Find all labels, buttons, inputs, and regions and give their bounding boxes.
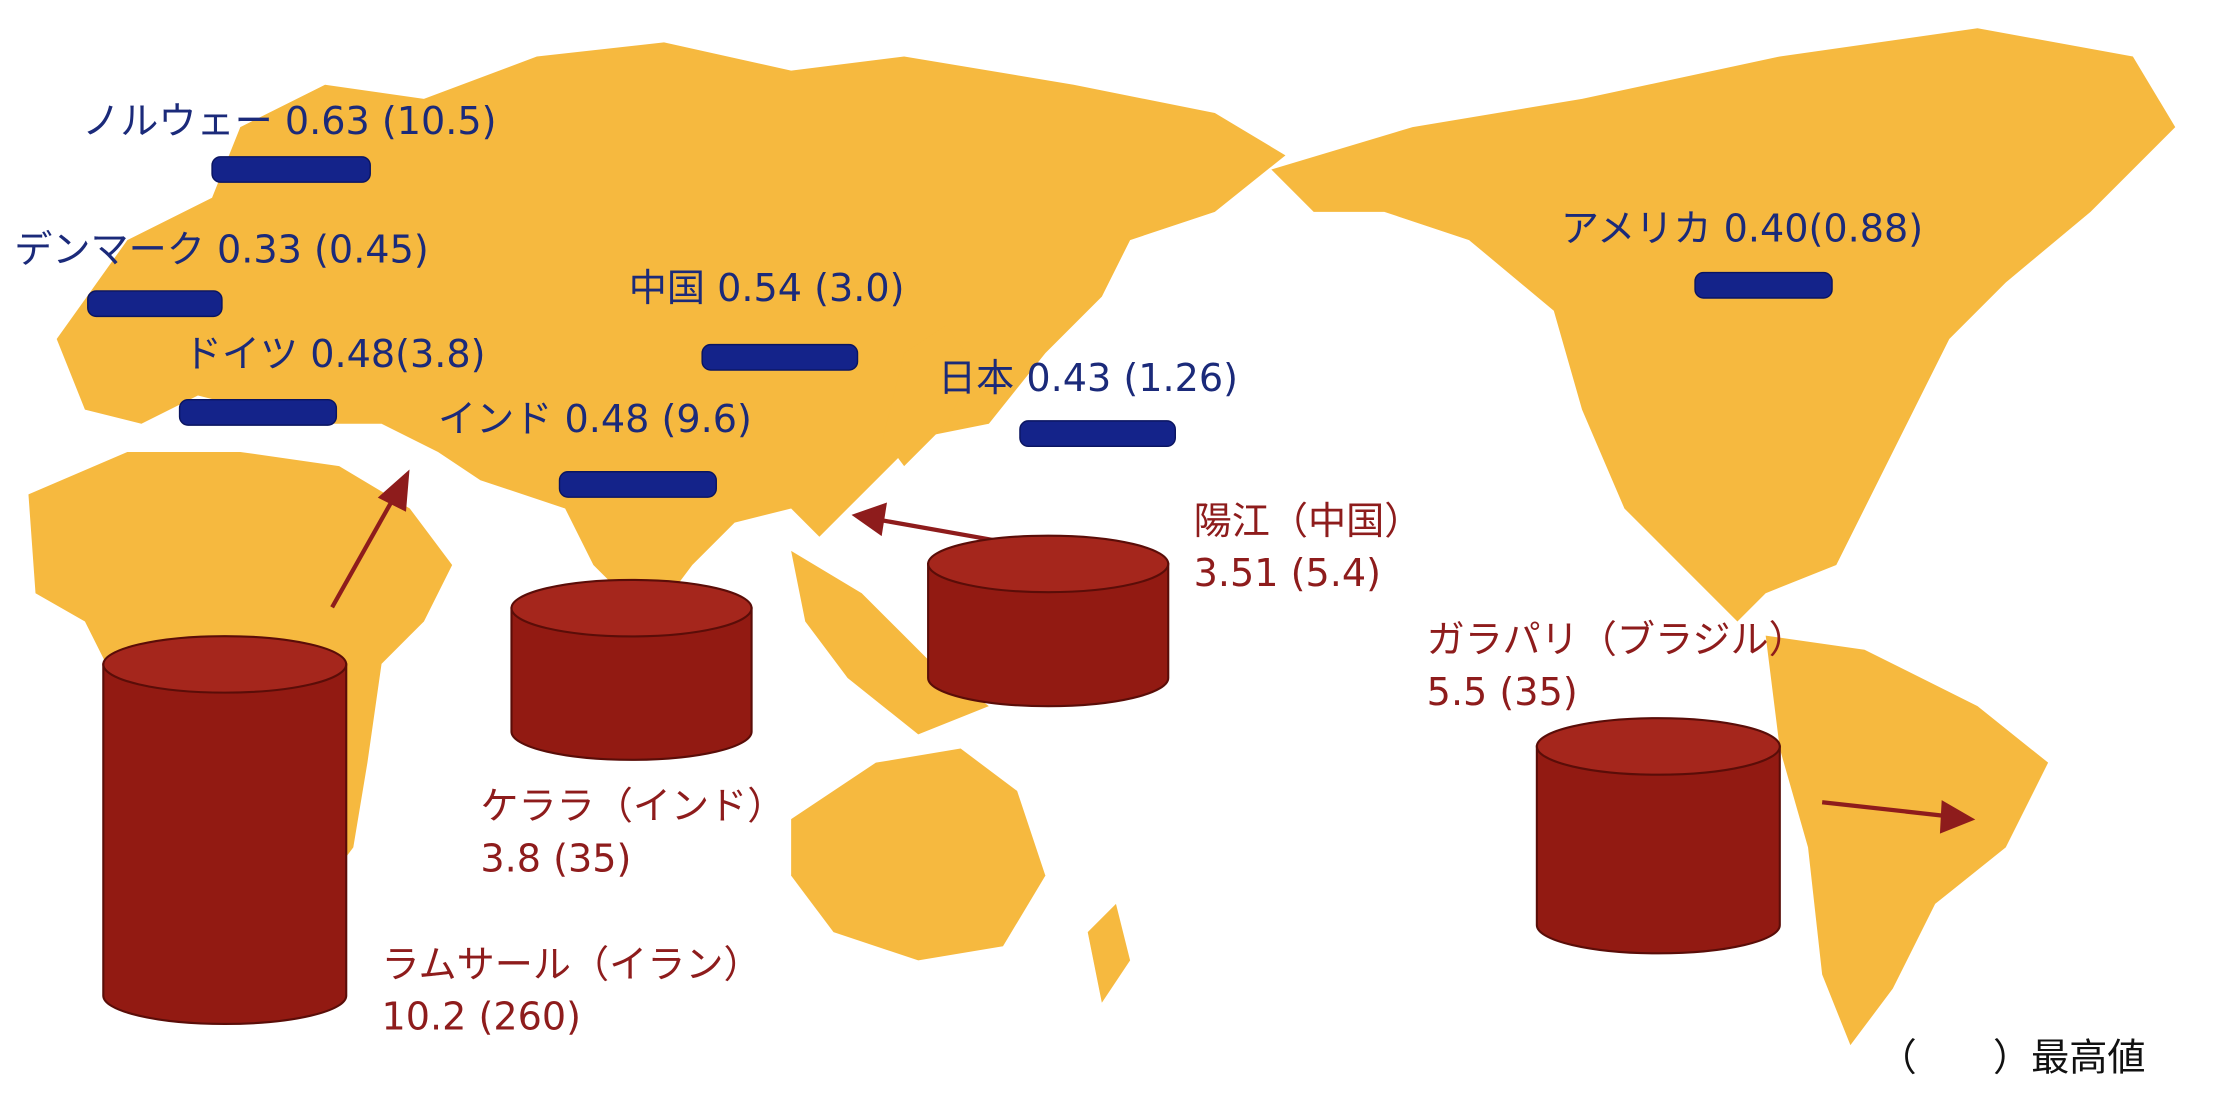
site-bar [87, 290, 223, 318]
south-america [1765, 635, 2049, 1046]
site-bar [1694, 271, 1833, 299]
new-zealand [1087, 903, 1131, 1003]
site-bar [211, 156, 371, 183]
arrow-head [851, 502, 887, 537]
arrow [1821, 800, 1950, 819]
area-figures: 10.2 (260) [382, 995, 582, 1039]
site-bar [558, 471, 717, 498]
arrow-head [377, 469, 410, 512]
site-bar [701, 343, 859, 371]
area-figures: 5.5 (35) [1427, 670, 1578, 714]
cylinder [1535, 717, 1781, 955]
area-name: ガラパリ（ブラジル） [1427, 618, 1807, 662]
eurasia [56, 42, 1286, 622]
area-name: 陽江（中国） [1194, 499, 1423, 543]
cylinder-top [102, 635, 348, 694]
site-label: アメリカ 0.40(0.88) [1561, 207, 1923, 251]
site-bar [1019, 420, 1177, 448]
japan [882, 324, 975, 467]
arrow [330, 493, 398, 609]
cylinder-top [927, 534, 1170, 594]
cylinder-body [102, 663, 348, 1026]
north-america [1271, 28, 2176, 622]
site-label: ノルウェー 0.63 (10.5) [82, 99, 496, 143]
cylinder [510, 578, 753, 761]
site-label: インド 0.48 (9.6) [438, 397, 752, 441]
cylinder-body [927, 562, 1170, 708]
area-figures: 3.51 (5.4) [1194, 551, 1381, 595]
cylinder-top [1535, 717, 1781, 776]
site-label: 中国 0.54 (3.0) [629, 266, 905, 310]
australia [791, 748, 1046, 961]
cylinder [102, 635, 348, 1026]
cylinder [927, 534, 1170, 708]
area-figures: 3.8 (35) [480, 836, 631, 880]
cylinder-body [1535, 745, 1781, 955]
area-name: ラムサール（イラン） [382, 942, 762, 986]
legend: （ ）最高値 [1879, 1036, 2146, 1080]
arrow-head [1939, 800, 1976, 834]
site-label: 日本 0.43 (1.26) [938, 356, 1238, 400]
area-name: ケララ（インド） [480, 784, 785, 828]
cylinder-top [510, 578, 753, 638]
cylinder-body [510, 607, 753, 761]
site-bar [178, 398, 338, 426]
site-label: ドイツ 0.48(3.8) [184, 332, 486, 376]
site-label: デンマーク 0.33 (0.45) [14, 228, 428, 272]
